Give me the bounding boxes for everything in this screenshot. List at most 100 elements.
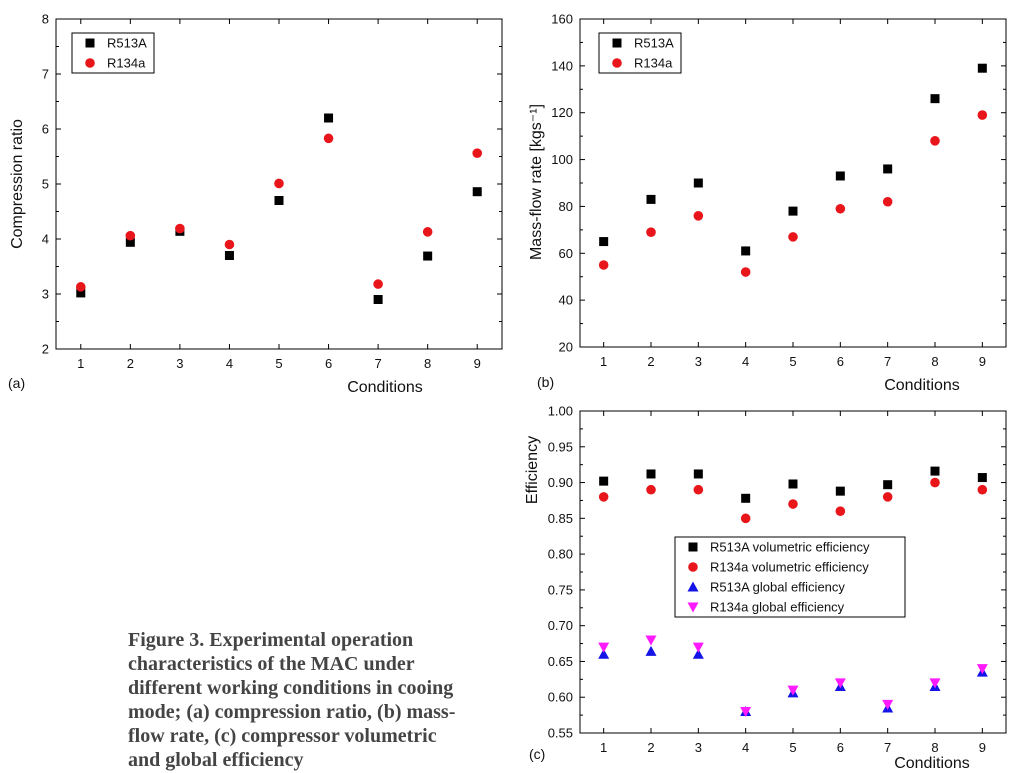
y-tick-label: 3 [42, 287, 49, 302]
legend-label: R134a global efficiency [710, 600, 845, 615]
x-tick-label: 1 [600, 354, 607, 369]
data-point [646, 469, 656, 479]
x-tick-label: 9 [979, 354, 986, 369]
x-tick-label: 5 [275, 356, 282, 371]
x-tick-label: 3 [176, 356, 183, 371]
x-tick-label: 7 [884, 740, 891, 755]
data-point [598, 648, 610, 659]
data-point [740, 267, 751, 277]
data-point [125, 230, 136, 241]
y-tick-label: 0.70 [548, 618, 573, 633]
data-point [693, 178, 703, 188]
data-point [976, 664, 988, 675]
x-tick-label: 9 [979, 740, 986, 755]
legend-marker [612, 38, 622, 48]
y-axis-label: Compression ratio [9, 119, 26, 249]
y-tick-label: 7 [42, 67, 49, 82]
y-tick-label: 0.95 [548, 439, 573, 454]
x-tick-label: 5 [789, 740, 796, 755]
data-point [693, 469, 703, 479]
x-tick-label: 1 [77, 356, 84, 371]
y-tick-label: 6 [42, 122, 49, 137]
data-point [977, 473, 987, 483]
x-tick-label: 6 [837, 740, 844, 755]
data-point [323, 133, 334, 144]
data-point [930, 477, 940, 488]
data-point [324, 113, 334, 123]
data-point [788, 232, 798, 242]
data-point [740, 513, 751, 524]
legend-label: R134a [634, 56, 673, 71]
legend-label: R513A global efficiency [710, 580, 845, 595]
legend-label: R134a [107, 56, 146, 71]
y-tick-label: 140 [551, 58, 573, 73]
data-point [740, 707, 752, 718]
data-point [472, 187, 482, 197]
data-point [646, 194, 656, 204]
data-point [788, 206, 798, 216]
data-point [645, 635, 657, 646]
data-point [373, 295, 383, 304]
legend-marker [85, 38, 95, 48]
x-tick-label: 8 [931, 740, 938, 755]
x-tick-label: 8 [424, 356, 431, 371]
legend-label: R513A [634, 36, 674, 51]
x-tick-label: 4 [742, 354, 749, 369]
data-point [423, 251, 433, 261]
data-point [930, 466, 940, 476]
data-point [977, 63, 987, 73]
data-point [930, 136, 940, 146]
data-point [693, 211, 704, 221]
x-tick-label: 9 [474, 356, 481, 371]
y-tick-label: 0.55 [548, 726, 573, 741]
data-point [599, 237, 609, 247]
legend-marker [687, 602, 699, 613]
legend-label: R513A [107, 36, 147, 51]
x-axis-label: Conditions [884, 377, 960, 394]
data-point [883, 164, 893, 174]
data-point [835, 171, 845, 181]
panel-label: (c) [529, 746, 545, 762]
x-tick-label: 7 [884, 354, 891, 369]
x-tick-label: 7 [374, 356, 381, 371]
legend-label: R134a volumetric efficiency [710, 560, 869, 575]
y-tick-label: 0.85 [548, 511, 573, 526]
legend-marker [612, 58, 622, 68]
y-tick-label: 80 [559, 199, 573, 214]
y-tick-label: 120 [551, 105, 573, 120]
y-tick-label: 40 [559, 293, 573, 308]
data-point [787, 685, 799, 696]
y-tick-label: 4 [42, 232, 49, 247]
data-point [692, 642, 704, 653]
panel-label: (a) [8, 375, 25, 391]
legend-marker [687, 581, 699, 592]
data-point [645, 645, 657, 656]
data-point [472, 148, 483, 158]
data-point [646, 484, 656, 495]
x-tick-label: 6 [325, 356, 332, 371]
data-point [693, 484, 704, 495]
data-point [224, 239, 235, 250]
data-point [788, 479, 798, 489]
data-point [882, 196, 893, 207]
data-point [76, 288, 86, 298]
x-axis-label: Conditions [347, 379, 423, 396]
data-point [741, 493, 751, 503]
y-tick-label: 160 [551, 12, 573, 27]
data-point [224, 251, 234, 260]
data-point [882, 699, 894, 710]
x-tick-label: 5 [789, 354, 796, 369]
data-point [930, 94, 940, 104]
data-point [274, 178, 284, 189]
legend-box [674, 536, 906, 618]
legend-marker [688, 542, 698, 552]
x-tick-label: 2 [127, 356, 134, 371]
data-point [75, 282, 86, 292]
data-point [883, 480, 893, 490]
y-tick-label: 0.80 [548, 547, 573, 562]
data-point [692, 648, 704, 659]
data-point [646, 227, 656, 237]
y-tick-label: 0.65 [548, 654, 573, 669]
data-point [835, 506, 846, 516]
